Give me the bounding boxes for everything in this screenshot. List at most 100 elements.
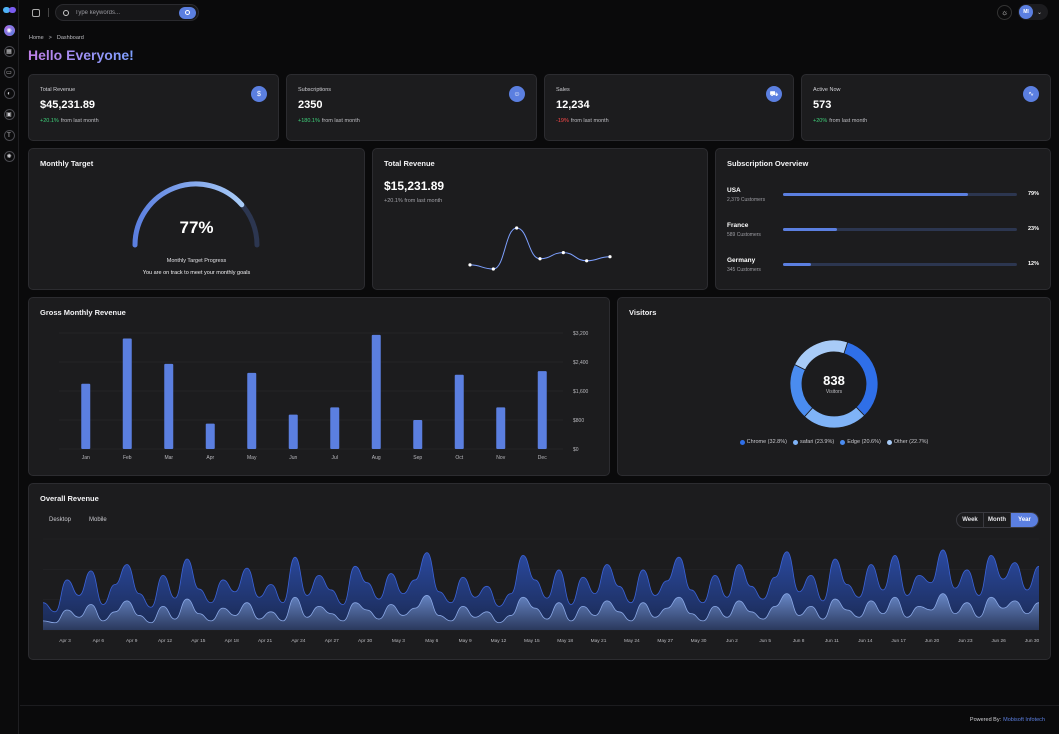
revenue-point [491, 267, 495, 271]
footer-prefix: Powered By: [969, 717, 1002, 723]
x-tick-label: Apr 9 [126, 638, 138, 644]
logo[interactable] [2, 7, 16, 15]
tab-desktop[interactable]: Desktop [49, 517, 72, 523]
legend-dot [886, 439, 892, 445]
gauge-message: You are on track to meet your monthly go… [142, 270, 251, 276]
grid-icon[interactable]: ▦ [3, 46, 15, 57]
bar-jun [288, 414, 298, 449]
x-tick-label: Oct [455, 455, 463, 461]
area-mobile [43, 593, 1039, 630]
breadcrumb-separator: > [48, 35, 52, 41]
stat-label: Active Now [813, 87, 841, 93]
x-tick-label: May 24 [624, 638, 640, 644]
x-tick-label: May 6 [425, 638, 438, 644]
line-mobile [42, 593, 1040, 624]
stat-value: $45,231.89 [40, 99, 96, 111]
text-icon[interactable]: T [3, 130, 15, 141]
x-tick-label: Jun 23 [958, 638, 973, 644]
theme-toggle-icon[interactable]: ☼ [997, 5, 1012, 20]
users-icon: ☺ [509, 86, 525, 102]
customer-count: 345 Customers [727, 267, 761, 273]
subscription-overview-card: Subscription Overview USA 2,379 Customer… [715, 148, 1051, 290]
stat-label: Subscriptions [298, 87, 332, 93]
x-tick-label: Jun 20 [925, 638, 940, 644]
settings-icon[interactable]: ✺ [3, 151, 15, 162]
range-selector: Week Month Year [956, 512, 1039, 528]
search-button[interactable] [179, 6, 196, 19]
x-tick-label: Apr 30 [358, 638, 372, 644]
x-tick-label: Apr 24 [291, 638, 305, 644]
stat-delta-percent: -19% [556, 118, 569, 124]
footer: Powered By: Mobisoft Infotech [970, 717, 1045, 723]
customer-count: 2,379 Customers [727, 197, 766, 203]
user-menu[interactable]: MI ⌄ [1018, 4, 1048, 20]
x-tick-label: May [247, 455, 257, 461]
range-month-button[interactable]: Month [984, 513, 1011, 527]
progress-percent: 23% [1027, 226, 1039, 232]
bar-jan [81, 383, 91, 449]
top-bar [20, 0, 1059, 25]
breadcrumb-home[interactable]: Home [29, 35, 44, 41]
country-name: USA [727, 187, 741, 194]
range-year-button[interactable]: Year [1011, 513, 1038, 527]
country-name: France [727, 222, 749, 229]
footer-brand-link[interactable]: Mobisoft Infotech [1003, 717, 1045, 723]
tab-mobile[interactable]: Mobile [89, 517, 107, 523]
card-title: Monthly Target [40, 159, 94, 168]
stat-delta-percent: +180.1% [298, 118, 320, 124]
search-input[interactable] [75, 9, 175, 16]
legend-label: safari (23.9%) [799, 439, 835, 445]
gauge-fill [132, 181, 245, 248]
line-desktop [42, 549, 1040, 613]
y-tick-label: $2,400 [573, 360, 589, 366]
legend-dot [840, 439, 846, 445]
range-week-button[interactable]: Week [957, 513, 984, 527]
progress-track [783, 228, 1017, 231]
sidebar: ◉ ▦ ▭ ◐ ▣ T ✺ [0, 0, 19, 734]
stat-delta-percent: +20% [813, 118, 828, 124]
progress-percent: 12% [1027, 261, 1039, 267]
bar-apr [205, 423, 215, 449]
dollar-icon: $ [251, 86, 267, 102]
avatar: MI [1019, 5, 1033, 19]
gross-monthly-revenue-card: Gross Monthly Revenue $0 $800 $1,600 $2,400… [28, 297, 610, 476]
x-tick-label: Jun 17 [891, 638, 906, 644]
revenue-point [515, 226, 519, 230]
bar-jul [330, 407, 340, 449]
divider [48, 8, 49, 17]
x-tick-label: Mar [164, 455, 173, 461]
stat-label: Sales [556, 87, 570, 93]
revenue-series-line [469, 227, 611, 270]
legend-item: Other (22.7%) [886, 439, 928, 445]
x-tick-label: Jul [332, 455, 338, 461]
gauge-percent: 77% [179, 218, 214, 237]
card-icon[interactable]: ▭ [3, 67, 15, 78]
bar-feb [122, 338, 132, 449]
sidebar-toggle-icon[interactable] [32, 8, 40, 17]
card-title: Gross Monthly Revenue [40, 308, 126, 317]
subscription-row-usa: USA 2,379 Customers 79% [727, 187, 1039, 207]
subscription-row-france: France 589 Customers 23% [727, 222, 1039, 242]
stat-delta-text: from last month [60, 118, 99, 124]
page-title: Hello Everyone! [28, 47, 134, 63]
search-bar [55, 4, 199, 21]
monthly-target-card: Monthly Target 77% Monthly Target Progre… [28, 148, 365, 290]
revenue-point [468, 263, 472, 267]
y-tick-label: $0 [573, 447, 579, 453]
x-tick-label: May 27 [657, 638, 673, 644]
calendar-icon[interactable]: ▣ [3, 109, 15, 120]
progress-fill [783, 193, 968, 196]
x-tick-label: Jun 5 [759, 638, 771, 644]
toggle-icon[interactable]: ◐ [3, 88, 15, 99]
stat-delta: -19% from last month [556, 118, 609, 124]
y-tick-label: $800 [573, 418, 584, 424]
x-tick-label: May 9 [459, 638, 472, 644]
breadcrumb: Home > Dashboard [29, 35, 84, 41]
activity-icon: ∿ [1023, 86, 1039, 102]
x-tick-label: Jun 2 [726, 638, 738, 644]
dashboard-icon[interactable]: ◉ [3, 25, 15, 36]
x-tick-label: Jan [82, 455, 90, 461]
x-tick-label: May 12 [491, 638, 507, 644]
x-tick-label: Aug [372, 455, 381, 461]
bar-aug [371, 334, 381, 449]
